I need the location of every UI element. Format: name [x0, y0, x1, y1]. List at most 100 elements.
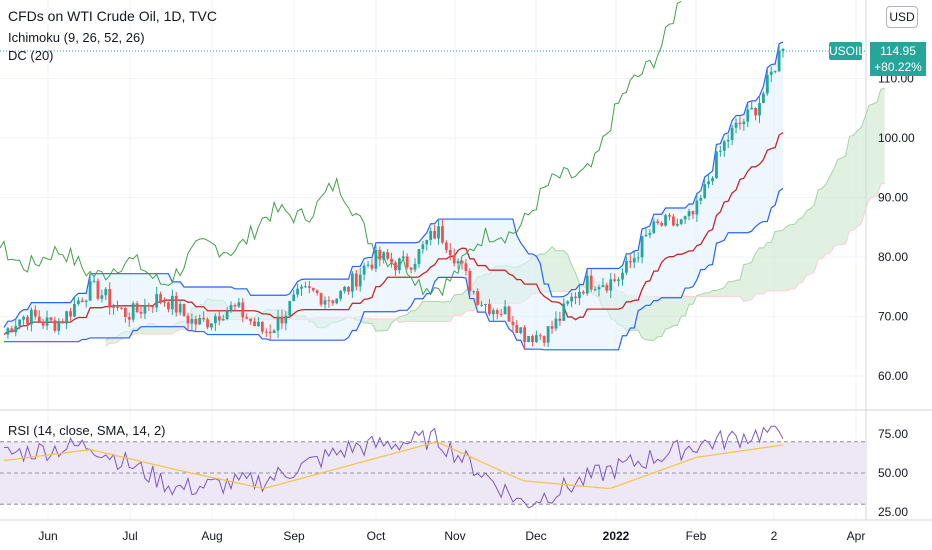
candle-body	[523, 327, 527, 343]
candle-body	[84, 300, 88, 302]
rsi-sma-line	[3, 441, 784, 489]
currency-button[interactable]: USD	[886, 6, 918, 28]
candle-body	[734, 122, 738, 128]
candle-body	[45, 317, 49, 326]
candle-body	[272, 330, 276, 334]
candle-body	[378, 249, 382, 260]
candle-body	[96, 280, 100, 299]
time-tick-label: Feb	[686, 529, 707, 543]
candle-body	[578, 291, 581, 299]
candle-body	[765, 74, 769, 94]
candle-body	[178, 304, 182, 313]
ichimoku-legend[interactable]: Ichimoku (9, 26, 52, 26)	[8, 30, 145, 45]
candle-body	[468, 270, 472, 292]
time-tick-label: 2022	[603, 529, 630, 543]
candle-body	[609, 279, 613, 291]
candle-body	[675, 223, 679, 226]
candle-body	[257, 321, 260, 327]
candle-body	[679, 219, 683, 224]
candle-body	[507, 306, 511, 322]
candle-body	[715, 151, 718, 179]
candle-body	[104, 289, 108, 296]
candle-body	[452, 255, 456, 264]
candle-body	[668, 215, 671, 217]
candle-body	[703, 184, 707, 198]
candle-body	[625, 260, 628, 273]
candle-body	[217, 316, 221, 321]
candle-body	[429, 230, 433, 240]
candle-body	[472, 291, 476, 293]
candle-body	[112, 306, 116, 308]
candle-body	[656, 221, 660, 223]
candle-body	[632, 258, 636, 263]
candle-body	[527, 336, 530, 343]
candle-body	[241, 302, 245, 318]
candle-body	[570, 296, 574, 302]
candle-body	[170, 295, 174, 310]
candle-body	[198, 318, 202, 325]
candle-body	[362, 265, 366, 275]
candle-body	[499, 313, 503, 315]
candle-body	[605, 285, 609, 291]
candle-body	[354, 273, 358, 287]
candle-body	[80, 300, 84, 302]
candle-body	[581, 291, 585, 294]
candle-body	[210, 323, 213, 328]
candle-body	[339, 291, 343, 299]
time-tick-label: Apr	[847, 529, 866, 543]
candle-body	[73, 303, 76, 317]
donchian-legend[interactable]: DC (20)	[8, 48, 54, 63]
candle-body	[61, 321, 65, 324]
candle-body	[558, 318, 562, 321]
candle-body	[754, 108, 757, 116]
candle-body	[386, 252, 390, 259]
candle-body	[233, 305, 237, 307]
candle-body	[253, 321, 256, 327]
candle-body	[335, 298, 339, 304]
candle-body	[413, 263, 417, 270]
candle-body	[409, 267, 413, 270]
candle-body	[437, 226, 440, 239]
candle-body	[245, 317, 249, 319]
candle-body	[194, 319, 198, 325]
candle-body	[711, 178, 714, 182]
price-tick-label: 70.00	[878, 310, 908, 324]
candle-body	[221, 319, 225, 321]
donchian-band	[4, 41, 783, 350]
candle-body	[147, 304, 151, 307]
candle-body	[315, 290, 319, 294]
candle-body	[425, 239, 429, 245]
candle-body	[648, 232, 652, 235]
candle-body	[464, 263, 468, 271]
rsi-line	[3, 425, 784, 509]
candle-body	[433, 230, 437, 239]
candle-body	[6, 328, 10, 335]
candle-body	[350, 273, 354, 292]
candle-body	[358, 274, 362, 287]
candle-body	[347, 286, 350, 292]
candle-body	[718, 150, 722, 152]
candle-body	[120, 307, 123, 309]
candle-body	[18, 319, 22, 327]
candle-body	[687, 211, 691, 217]
candle-body	[628, 260, 632, 263]
price-change: +80.22%	[874, 60, 922, 74]
rsi-tick-label: 25.00	[878, 505, 908, 519]
candle-body	[143, 304, 147, 314]
candle-body	[691, 211, 695, 215]
candle-body	[742, 121, 746, 125]
candle-body	[644, 234, 648, 237]
candle-body	[331, 300, 335, 304]
candle-body	[10, 328, 14, 333]
candle-body	[621, 272, 624, 280]
candle-body	[92, 280, 96, 282]
candle-body	[139, 311, 143, 314]
candle-body	[444, 242, 448, 250]
candle-body	[515, 324, 519, 334]
candle-body	[135, 303, 139, 312]
rsi-legend[interactable]: RSI (14, close, SMA, 14, 2)	[8, 423, 166, 438]
candle-body	[57, 321, 61, 331]
candle-body	[664, 215, 667, 226]
candle-body	[280, 316, 284, 324]
candle-body	[304, 286, 307, 288]
